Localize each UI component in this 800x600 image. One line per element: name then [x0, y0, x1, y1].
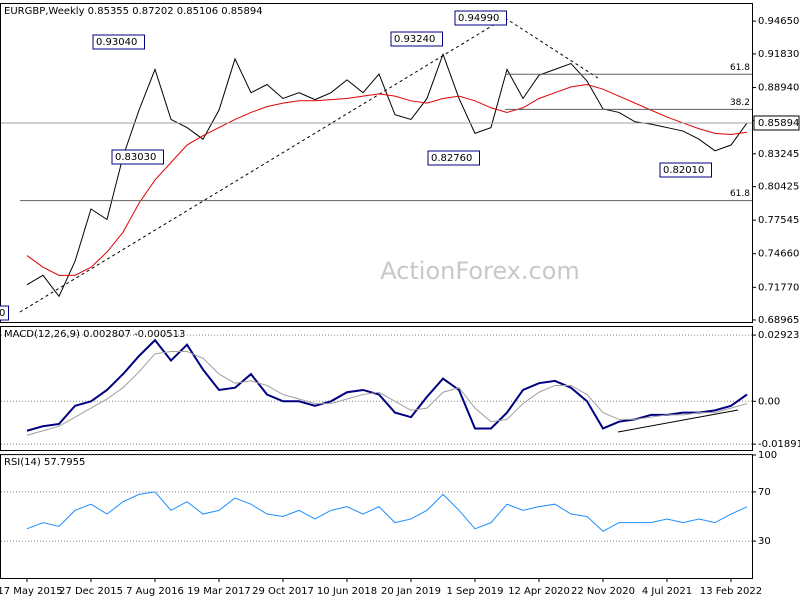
annotation: 0.83030	[115, 152, 156, 163]
trend-line	[19, 17, 506, 313]
macd-panel	[0, 326, 753, 451]
y-tick-label: 30	[758, 536, 771, 547]
x-tick-label: 10 Jun 2018	[317, 586, 377, 597]
x-tick-label: 22 Nov 2020	[571, 586, 635, 597]
price-panel	[0, 3, 753, 323]
y-tick-label: 70	[758, 487, 771, 498]
x-tick-label: 13 Feb 2022	[700, 586, 762, 597]
x-tick-label: 20 Jan 2019	[381, 586, 441, 597]
x-tick-label: 19 Mar 2017	[187, 586, 250, 597]
current-price-label: 0.85894	[758, 118, 799, 129]
annotation-box	[454, 10, 507, 26]
series-line	[26, 52, 748, 298]
x-tick-label: 4 Jul 2021	[642, 586, 692, 597]
x-tick-label: 12 Apr 2020	[508, 586, 570, 597]
x-tick-label: 7 Aug 2016	[126, 586, 184, 597]
annotation: 0.82760	[431, 153, 472, 164]
annotation-box	[0, 305, 9, 321]
y-tick-label: 0.71770	[758, 282, 799, 293]
y-tick-label: 0.83245	[758, 149, 799, 160]
price-title: EURGBP,Weekly 0.85355 0.87202 0.85106 0.…	[4, 6, 263, 17]
y-tick-label: 0.88940	[758, 83, 799, 94]
series-line	[26, 338, 748, 432]
fib-label: 61.8	[730, 189, 750, 199]
rsi-title: RSI(14) 57.7955	[4, 457, 85, 468]
annotation: 0.94990	[458, 13, 499, 24]
y-tick-label: 0.029233	[758, 330, 800, 341]
y-tick-label: 0.94650	[758, 16, 799, 27]
fib-label: 38.2	[730, 98, 750, 108]
x-tick-label: 1 Sep 2019	[446, 586, 503, 597]
annotation: 0.93240	[394, 34, 435, 45]
annotation-box	[111, 149, 164, 165]
annotation-box	[427, 150, 480, 166]
trend-line	[504, 17, 599, 79]
y-tick-label: -0.018918	[758, 439, 800, 450]
x-tick-label: 29 Oct 2017	[252, 586, 314, 597]
current-price-box	[753, 115, 800, 131]
annotation-box	[390, 31, 443, 47]
annotation: 0.82010	[663, 165, 704, 176]
y-tick-label: 100	[758, 450, 777, 461]
annotation-box	[92, 34, 145, 50]
macd-title: MACD(12,26,9) 0.002807 -0.000513	[4, 329, 185, 340]
series-line	[26, 350, 748, 436]
y-tick-label: 0.00	[758, 396, 780, 407]
series-line	[26, 84, 748, 276]
annotation: 0	[0, 308, 5, 319]
macd-trend-line	[617, 409, 739, 433]
y-tick-label: 0.80425	[758, 182, 799, 193]
annotation: 0.93040	[96, 37, 137, 48]
y-tick-label: 0.77545	[758, 215, 799, 226]
x-tick-label: 17 May 2015	[0, 586, 63, 597]
y-tick-label: 0.68965	[758, 315, 799, 326]
watermark: ActionForex.com	[380, 257, 580, 285]
annotation-box	[659, 162, 712, 178]
series-line	[26, 491, 748, 532]
x-tick-label: 27 Dec 2015	[59, 586, 123, 597]
fib-label: 61.8	[730, 63, 750, 73]
y-tick-label: 0.91830	[758, 49, 799, 60]
y-tick-label: 0.74660	[758, 249, 799, 260]
